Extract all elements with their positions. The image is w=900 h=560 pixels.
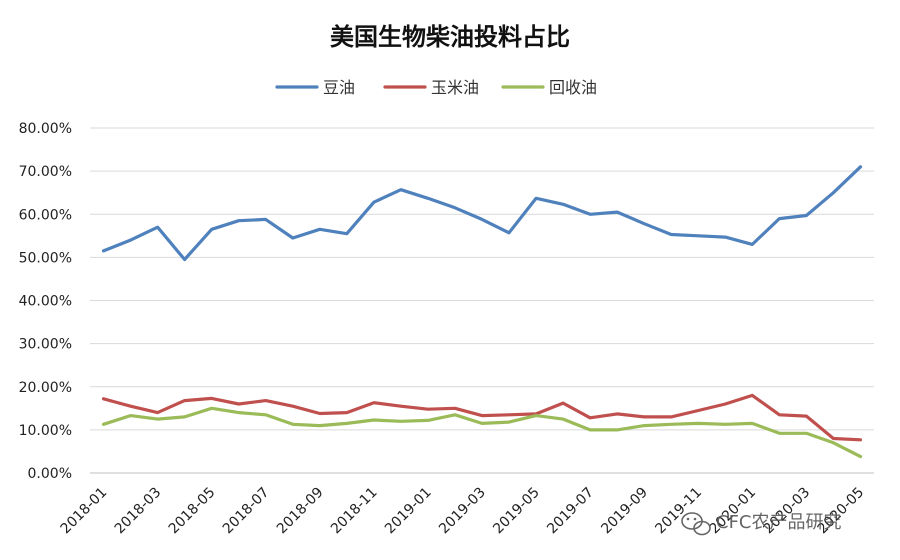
x-tick-label: 2019-05	[490, 485, 543, 538]
legend-item: 回收油	[501, 78, 597, 97]
y-tick-label: 60.00%	[19, 207, 72, 223]
x-tick-label: 2019-11	[652, 485, 705, 538]
chart-title: 美国生物柴油投料占比	[330, 22, 570, 51]
y-axis: 80.00% 70.00% 60.00% 50.00% 40.00% 30.00% 20.0…	[19, 121, 72, 482]
legend-label: 回收油	[549, 78, 597, 97]
y-tick-label: 0.00%	[28, 466, 72, 482]
y-tick-label: 50.00%	[19, 250, 72, 266]
y-tick-label: 10.00%	[19, 423, 72, 439]
legend-item: 豆油	[275, 78, 355, 97]
x-tick-label: 2018-05	[166, 485, 219, 538]
grid	[90, 127, 874, 474]
y-tick-label: 40.00%	[19, 294, 72, 310]
x-tick-label: 2018-09	[274, 485, 327, 538]
watermark: CFC农产品研究	[681, 512, 842, 536]
y-tick-label: 20.00%	[19, 380, 72, 396]
series-line-1	[101, 165, 863, 262]
x-tick-label: 2019-09	[598, 485, 651, 538]
legend-label: 豆油	[323, 78, 355, 97]
wechat-icon	[681, 512, 711, 536]
x-tick-label: 2018-03	[112, 485, 165, 538]
y-tick-label: 30.00%	[19, 337, 72, 353]
legend-label: 玉米油	[431, 78, 479, 97]
x-tick-label: 2018-01	[58, 485, 111, 538]
y-tick-label: 70.00%	[19, 164, 72, 180]
legend-item: 玉米油	[383, 78, 479, 97]
legend: 豆油 玉米油 回收油	[275, 78, 597, 97]
x-tick-label: 2019-01	[382, 485, 435, 538]
series-line-3	[101, 406, 863, 459]
x-tick-label: 2018-07	[220, 485, 273, 538]
x-tick-label: 2019-07	[544, 485, 597, 538]
plot-area	[101, 165, 863, 459]
watermark-text: CFC农产品研究	[716, 512, 842, 533]
series-line-2	[101, 393, 863, 442]
y-tick-label: 80.00%	[19, 121, 72, 137]
x-tick-label: 2019-03	[436, 485, 489, 538]
x-tick-label: 2018-11	[328, 485, 381, 538]
